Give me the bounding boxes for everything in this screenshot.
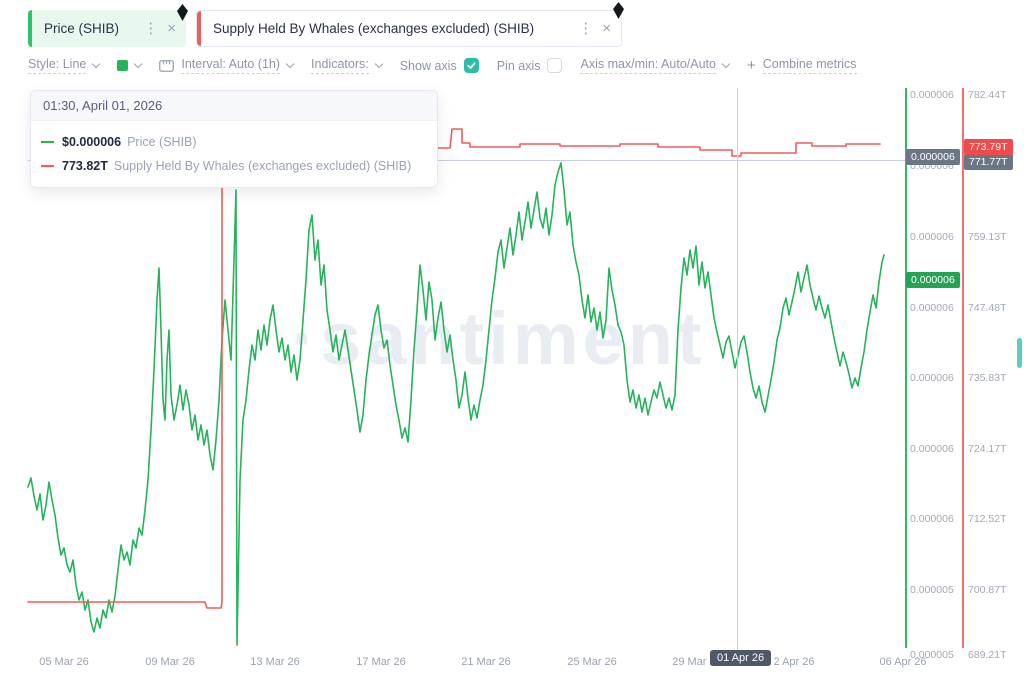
x-axis-tick: 13 Mar 26 [250, 656, 300, 668]
cursor-icon [177, 4, 188, 21]
price-axis-tick: 0.000005 [910, 649, 954, 661]
scrollbar-thumb[interactable] [1017, 338, 1022, 368]
combine-metrics-button[interactable]: + Combine metrics [747, 57, 857, 74]
tooltip-supply-value: 773.82T [62, 159, 108, 173]
tab-accent-green [28, 10, 32, 47]
kebab-menu-icon[interactable]: ⋮ [578, 20, 594, 37]
tooltip-supply-label: Supply Held By Whales (exchanges exclude… [113, 159, 412, 173]
pin-axis-toggle[interactable]: Pin axis [497, 58, 563, 73]
axis-maxmin-label: Axis max/min: Auto/Auto [580, 57, 716, 74]
close-icon[interactable]: × [602, 20, 611, 37]
x-axis-date-badge: 01 Apr 26 [710, 650, 772, 666]
tooltip-row-supply: 773.82T Supply Held By Whales (exchanges… [41, 154, 427, 178]
close-icon[interactable]: × [167, 20, 176, 37]
show-axis-label: Show axis [399, 58, 457, 73]
indicators-select-label: Indicators: [311, 57, 369, 74]
tab-label: Price (SHIB) [44, 21, 120, 36]
price-axis-tick: 0.000006 [910, 513, 954, 525]
color-swatch-icon [117, 60, 129, 71]
interval-select-label: Interval: Auto (1h) [181, 57, 281, 74]
price-crosshair-badge: 0.000006 [906, 149, 960, 165]
tab-supply-whales-shib[interactable]: Supply Held By Whales (exchanges exclude… [196, 10, 622, 47]
supply-axis-tick: 712.52T [968, 513, 1007, 525]
style-select[interactable]: Style: Line [28, 57, 101, 74]
tab-price-shib[interactable]: Price (SHIB) ⋮ × [28, 10, 186, 47]
price-axis-tick: 0.000006 [910, 302, 954, 314]
chevron-down-icon [285, 59, 295, 69]
x-axis-tick: 25 Mar 26 [567, 656, 617, 668]
x-axis-tick: 21 Mar 26 [461, 656, 511, 668]
checkmark-icon [467, 62, 476, 69]
chart-tooltip: 01:30, April 01, 2026 $0.000006 Price (S… [30, 90, 438, 188]
indicators-select[interactable]: Indicators: [311, 57, 383, 74]
combine-metrics-label: Combine metrics [762, 57, 857, 74]
supply-series-dash-icon [41, 165, 54, 167]
supply-axis-tick: 747.48T [968, 302, 1007, 314]
santiment-watermark: ·santiment [291, 297, 706, 380]
tooltip-price-value: $0.000006 [62, 135, 122, 149]
tab-accent-red [197, 11, 201, 46]
price-axis-tick: 0.000006 [910, 89, 954, 101]
axis-maxmin-select[interactable]: Axis max/min: Auto/Auto [580, 57, 731, 74]
metric-tabs: Price (SHIB) ⋮ × Supply Held By Whales (… [28, 10, 622, 47]
plus-icon: + [746, 57, 756, 74]
x-axis-tick: 05 Mar 26 [39, 656, 89, 668]
x-axis-tick: 06 Apr 26 [879, 656, 927, 668]
x-axis-tick: 17 Mar 26 [356, 656, 406, 668]
supply-axis-tick: 759.13T [968, 231, 1007, 243]
price-last-value-badge: 0.000006 [906, 272, 960, 288]
chart-toolbar: Style: Line Interval: Auto (1h) Indicato… [28, 57, 857, 74]
price-axis-tick: 0.000006 [910, 372, 954, 384]
interval-select[interactable]: Interval: Auto (1h) [159, 57, 295, 74]
x-axis-tick: 09 Mar 26 [145, 656, 195, 668]
kebab-menu-icon[interactable]: ⋮ [143, 20, 159, 37]
price-series-dash-icon [41, 141, 54, 143]
chevron-down-icon [721, 59, 731, 69]
interval-icon [159, 59, 175, 72]
tooltip-price-label: Price (SHIB) [127, 135, 197, 149]
pin-axis-label: Pin axis [496, 58, 541, 73]
tooltip-datetime: 01:30, April 01, 2026 [31, 91, 437, 121]
show-axis-checkbox[interactable] [463, 58, 479, 73]
x-axis-tick: 2 Apr 26 [773, 656, 815, 668]
show-axis-toggle[interactable]: Show axis [400, 58, 479, 73]
cursor-icon [613, 2, 624, 19]
series-line-0 [27, 162, 885, 646]
price-axis-tick: 0.000005 [910, 584, 954, 596]
supply-axis-tick: 700.87T [968, 584, 1007, 596]
tab-label: Supply Held By Whales (exchanges exclude… [213, 21, 535, 36]
chevron-down-icon [374, 59, 383, 69]
chevron-down-icon [134, 59, 143, 69]
supply-last-value-badge: 773.79T [964, 139, 1013, 155]
style-select-label: Style: Line [28, 57, 87, 74]
supply-axis-tick: 735.83T [968, 372, 1007, 384]
supply-axis-tick: 689.21T [968, 649, 1007, 661]
supply-crosshair-badge: 771.77T [964, 154, 1013, 170]
pin-axis-checkbox[interactable] [547, 58, 563, 73]
x-axis-tick: 29 Mar 26 [672, 656, 722, 668]
price-axis-tick: 0.000006 [910, 231, 954, 243]
crosshair-vertical-line [737, 88, 738, 651]
price-axis-line [905, 88, 907, 648]
supply-axis-line [962, 88, 964, 648]
color-picker[interactable] [117, 59, 143, 71]
chevron-down-icon [92, 59, 101, 69]
supply-axis-tick: 782.44T [968, 89, 1007, 101]
tooltip-body: $0.000006 Price (SHIB) 773.82T Supply He… [31, 121, 437, 187]
price-axis-tick: 0.000006 [910, 443, 954, 455]
supply-axis-tick: 724.17T [968, 443, 1007, 455]
tooltip-row-price: $0.000006 Price (SHIB) [41, 130, 427, 154]
